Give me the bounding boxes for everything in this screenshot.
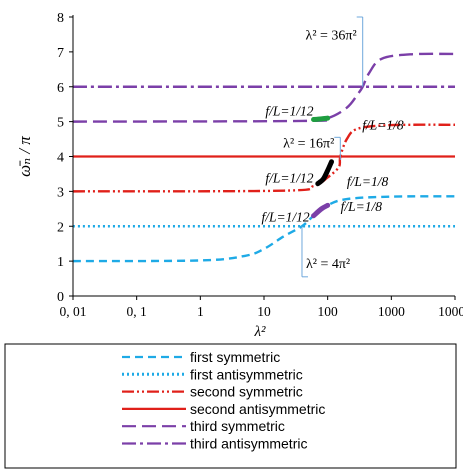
legend-label-second-antisymmetric: second antisymmetric [190,401,325,417]
curve-label-1: f/L=1/12 [265,103,313,118]
legend-label-first-symmetric: first symmetric [190,349,280,365]
series-line-third-symmetric [72,52,456,123]
curve-label-3: f/L=1/12 [265,170,313,185]
y-tick-label-1: 1 [57,255,64,270]
y-tick-label-2: 2 [57,220,64,235]
axes: 0 1 2 3 4 5 6 7 8 0, 01 0, 1 1 10 100 1000 10000 λ² ω̄ₙ /… [15,11,463,340]
x-tick-label-1: 1 [197,304,204,319]
annotation-label-lam36: λ² = 36π² [306,28,357,43]
x-tick-label-1000: 1000 [378,304,405,319]
plot-area: λ² = 36π² λ² = 16π² λ² = 4π² f/L=1/12 f/L=1/… [72,16,456,278]
y-axis-label: ω̄ₙ / π [15,136,34,177]
x-tick-label-0-01: 0, 01 [60,304,87,319]
y-tick-label-4: 4 [57,151,64,166]
legend-label-third-antisymmetric: third antisymmetric [190,436,307,452]
legend-box [4,343,457,469]
y-tick-label-5: 5 [57,116,64,131]
annotation-label-lam4: λ² = 4π² [306,257,350,272]
series-line-first-symmetric [72,195,456,263]
x-tick-label-10: 10 [257,304,271,319]
legend-label-third-symmetric: third symmetric [190,418,285,434]
curve-label-4: f/L=1/8 [347,174,389,189]
legend-label-first-antisymmetric: first antisymmetric [190,366,303,382]
highlight-segment-2 [315,159,335,187]
series-line-second-symmetric [72,123,456,193]
y-tick-label-0: 0 [57,290,64,305]
y-tick-label-6: 6 [57,81,64,96]
x-tick-label-10000: 10000 [438,304,463,319]
annotation-label-lam16: λ² = 16π² [283,137,334,152]
y-tick-label-7: 7 [57,46,64,61]
x-axis-label: λ² [254,324,266,340]
y-tick-label-3: 3 [57,185,64,200]
curve-label-5: f/L=1/12 [261,209,309,224]
y-tick-label-8: 8 [57,11,64,26]
highlight-segment-3 [311,202,331,219]
x-tick-label-100: 100 [318,304,339,319]
x-tick-label-0-1: 0, 1 [127,304,147,319]
curve-label-6: f/L=1/8 [341,199,383,214]
highlight-segment-1 [311,115,331,123]
curve-label-2: f/L=1/8 [362,117,404,132]
legend-label-second-symmetric: second symmetric [190,384,303,400]
